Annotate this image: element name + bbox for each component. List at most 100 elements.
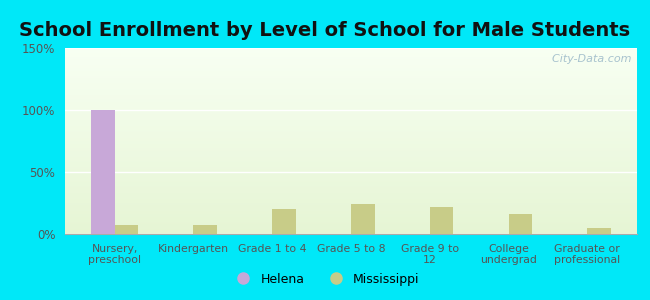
- Bar: [65, 143, 637, 144]
- Bar: [65, 178, 637, 179]
- Bar: [65, 74, 637, 75]
- Bar: [65, 122, 637, 123]
- Bar: [65, 113, 637, 114]
- Bar: [65, 111, 637, 112]
- Bar: [65, 208, 637, 209]
- Bar: [65, 86, 637, 87]
- Bar: [65, 203, 637, 204]
- Bar: [65, 196, 637, 197]
- Bar: [65, 105, 637, 106]
- Bar: [65, 131, 637, 132]
- Bar: [65, 94, 637, 95]
- Bar: [65, 169, 637, 170]
- Bar: [65, 98, 637, 99]
- Bar: [65, 180, 637, 181]
- Bar: [65, 109, 637, 110]
- Bar: [65, 146, 637, 147]
- Bar: [65, 160, 637, 161]
- Bar: [65, 141, 637, 142]
- Bar: [65, 56, 637, 57]
- Bar: [65, 50, 637, 51]
- Bar: [65, 121, 637, 122]
- Bar: [65, 194, 637, 195]
- Bar: [65, 49, 637, 50]
- Bar: [65, 198, 637, 199]
- Bar: [65, 155, 637, 156]
- Bar: [65, 173, 637, 175]
- Bar: [65, 192, 637, 193]
- Bar: [65, 66, 637, 67]
- Bar: [65, 97, 637, 98]
- Bar: [65, 120, 637, 121]
- Bar: [65, 118, 637, 119]
- Bar: [65, 136, 637, 137]
- Bar: [65, 127, 637, 128]
- Bar: [65, 77, 637, 78]
- Bar: [65, 167, 637, 168]
- Bar: [65, 83, 637, 84]
- Bar: [65, 48, 637, 49]
- Bar: [65, 168, 637, 169]
- Bar: [65, 125, 637, 126]
- Bar: [65, 189, 637, 190]
- Bar: [65, 160, 637, 161]
- Bar: [65, 79, 637, 80]
- Bar: [65, 76, 637, 77]
- Bar: [65, 225, 637, 226]
- Bar: [351, 204, 374, 234]
- Bar: [65, 140, 637, 141]
- Bar: [65, 63, 637, 64]
- Bar: [65, 78, 637, 79]
- Bar: [65, 103, 637, 104]
- Bar: [65, 124, 637, 125]
- Bar: [65, 182, 637, 183]
- Bar: [65, 164, 637, 165]
- Bar: [65, 214, 637, 215]
- Bar: [272, 209, 296, 234]
- Bar: [65, 90, 637, 91]
- Bar: [65, 213, 637, 214]
- Bar: [65, 179, 637, 180]
- Bar: [65, 153, 637, 154]
- Bar: [65, 52, 637, 53]
- Bar: [65, 219, 637, 220]
- Bar: [65, 53, 637, 54]
- Bar: [508, 214, 532, 234]
- Bar: [65, 215, 637, 216]
- Bar: [194, 225, 217, 234]
- Bar: [65, 207, 637, 208]
- Bar: [65, 133, 637, 134]
- Bar: [65, 204, 637, 205]
- Bar: [65, 87, 637, 88]
- Bar: [65, 151, 637, 152]
- Bar: [65, 82, 637, 83]
- Bar: [65, 229, 637, 230]
- Bar: [65, 170, 637, 171]
- Text: School Enrollment by Level of School for Male Students: School Enrollment by Level of School for…: [20, 21, 630, 40]
- Bar: [65, 183, 637, 184]
- Bar: [65, 230, 637, 231]
- Bar: [65, 99, 637, 100]
- Bar: [65, 128, 637, 129]
- Bar: [65, 51, 637, 52]
- Bar: [65, 147, 637, 148]
- Bar: [65, 80, 637, 82]
- Bar: [65, 212, 637, 213]
- Bar: [65, 188, 637, 189]
- Bar: [65, 142, 637, 143]
- Bar: [65, 216, 637, 217]
- Bar: [65, 217, 637, 218]
- Bar: [65, 156, 637, 157]
- Bar: [65, 91, 637, 92]
- Bar: [65, 130, 637, 131]
- Bar: [65, 70, 637, 71]
- Bar: [65, 100, 637, 101]
- Bar: [65, 166, 637, 167]
- Bar: [65, 193, 637, 194]
- Bar: [65, 93, 637, 94]
- Bar: [65, 163, 637, 164]
- Bar: [65, 222, 637, 223]
- Bar: [65, 107, 637, 108]
- Bar: [65, 110, 637, 111]
- Bar: [65, 88, 637, 89]
